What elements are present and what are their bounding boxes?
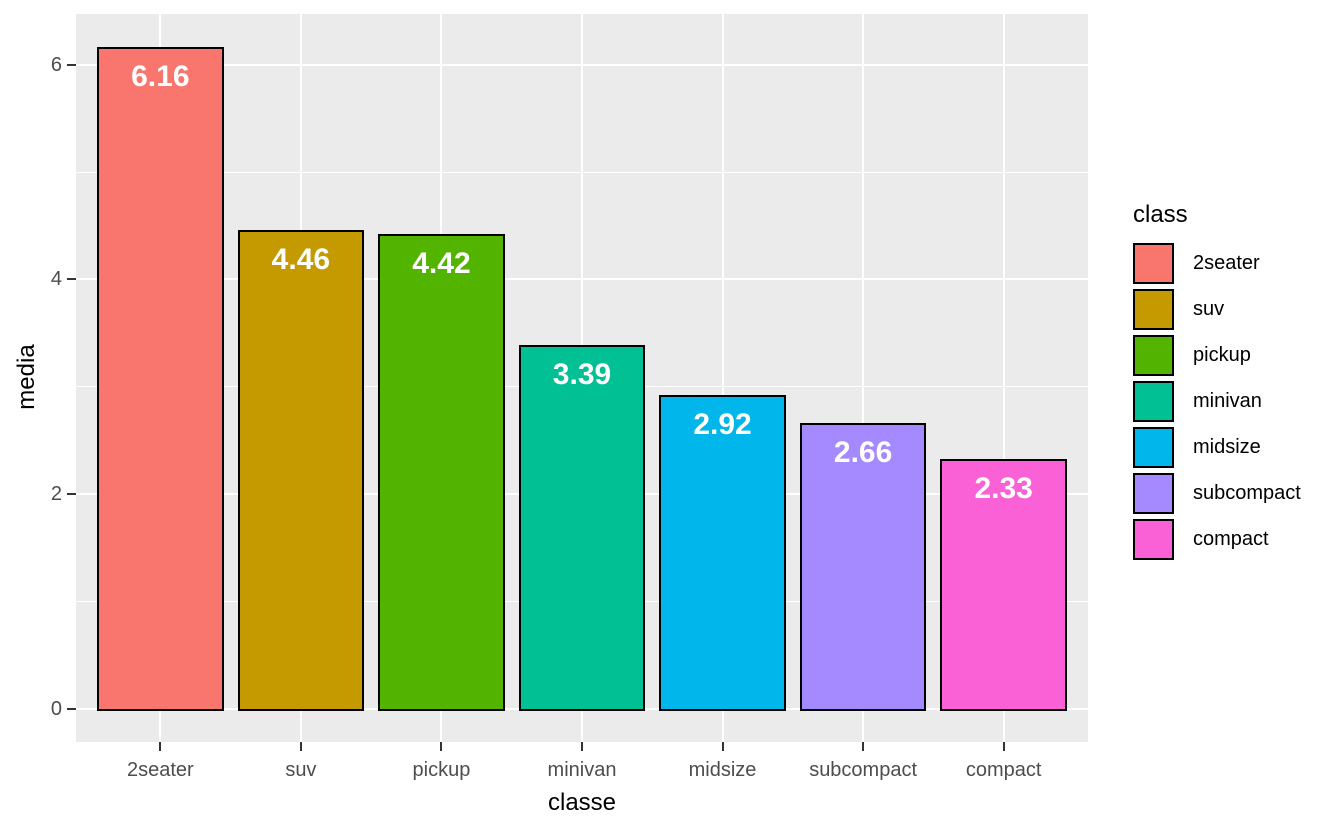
legend-key-swatch <box>1133 427 1174 468</box>
legend-item-label: 2seater <box>1193 252 1260 274</box>
bar <box>97 47 224 711</box>
legend-item-label: subcompact <box>1193 482 1301 504</box>
vertical-gridline <box>862 14 865 742</box>
x-tick-mark <box>440 742 443 751</box>
y-axis-title: media <box>13 344 40 410</box>
bar-value-label: 6.16 <box>131 60 190 94</box>
x-tick-label: compact <box>965 759 1042 781</box>
vertical-gridline <box>721 14 724 742</box>
y-tick-mark <box>67 63 76 66</box>
x-tick-label: minivan <box>547 759 617 781</box>
x-tick-mark <box>862 742 865 751</box>
y-tick-label: 6 <box>50 53 62 76</box>
vertical-gridline <box>1002 14 1005 742</box>
y-tick-mark <box>67 708 76 710</box>
bar <box>659 395 786 711</box>
x-tick-mark <box>159 742 162 751</box>
y-tick-mark <box>67 278 76 281</box>
legend-key-swatch <box>1133 335 1174 376</box>
bar-value-label: 3.39 <box>552 357 612 391</box>
bar <box>237 229 365 711</box>
legend-key-swatch <box>1133 381 1174 422</box>
legend-item-label: midsize <box>1193 436 1261 458</box>
plot-panel: 6.16 4.46 4.42 3.39 2.92 2.66 2.33 <box>76 14 1088 742</box>
legend-item: 2seater <box>1133 243 1343 284</box>
y-tick-mark <box>67 493 76 496</box>
legend-key-swatch <box>1133 243 1174 284</box>
legend-item: subcompact <box>1133 473 1343 514</box>
legend-item: pickup <box>1133 335 1343 376</box>
legend-key-swatch <box>1133 289 1174 330</box>
x-axis-title: classe <box>547 789 617 816</box>
x-tick-mark <box>299 742 302 751</box>
legend-item-label: compact <box>1193 528 1269 550</box>
x-tick-label: midsize <box>688 759 757 781</box>
bar-value-label: 2.33 <box>974 471 1033 505</box>
legend-title: class <box>1133 201 1188 228</box>
x-tick-label: subcompact <box>809 759 918 781</box>
x-tick-mark <box>721 742 724 751</box>
x-tick-mark <box>581 742 583 751</box>
bar <box>940 458 1067 711</box>
x-tick-label: suv <box>285 759 317 781</box>
y-tick-label: 2 <box>50 483 62 506</box>
legend-key-swatch <box>1133 519 1174 560</box>
x-tick-mark <box>1002 742 1005 751</box>
legend-item-label: minivan <box>1193 390 1262 412</box>
legend-item: compact <box>1133 519 1343 560</box>
legend-item: minivan <box>1133 381 1343 422</box>
bar <box>799 423 927 711</box>
legend-item-label: suv <box>1193 298 1225 320</box>
x-tick-label: 2seater <box>126 759 194 781</box>
bar-value-label: 4.46 <box>271 242 331 276</box>
bar-value-label: 4.42 <box>412 247 471 281</box>
y-tick-label: 0 <box>50 698 62 720</box>
legend-item: suv <box>1133 289 1343 330</box>
bar <box>518 344 646 711</box>
bar-value-label: 2.66 <box>833 436 893 470</box>
legend-items: 2seater suv pickup minivan midsize subcompact… <box>1133 243 1343 560</box>
legend-item: midsize <box>1133 427 1343 468</box>
legend: class 2seater suv pickup minivan midsize subc… <box>1133 202 1343 565</box>
bar <box>378 234 505 711</box>
legend-item-label: pickup <box>1193 344 1251 366</box>
bar-value-label: 2.92 <box>693 408 752 442</box>
y-tick-label: 4 <box>50 268 62 291</box>
x-tick-label: pickup <box>412 759 471 781</box>
legend-key-swatch <box>1133 473 1174 514</box>
